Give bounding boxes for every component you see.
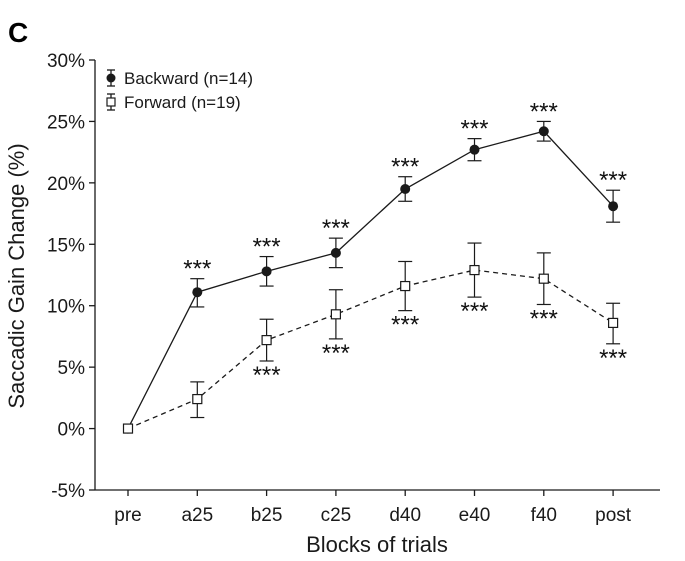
significance-label-backward: *** <box>599 167 627 194</box>
x-axis-title: Blocks of trials <box>306 532 448 557</box>
legend-label-forward: Forward (n=19) <box>124 93 241 112</box>
point-backward <box>538 126 549 137</box>
legend-label-backward: Backward (n=14) <box>124 69 253 88</box>
significance-label-backward: *** <box>530 98 558 125</box>
x-tick-label: e40 <box>459 505 491 526</box>
plot-area: -5% 0% 5% 10% 15% 20% 25% 30% pre a25 b25 c25 d40 e40… <box>47 51 660 526</box>
point-forward <box>607 317 619 329</box>
x-tick-label: f40 <box>531 505 557 526</box>
significance-label-backward: *** <box>183 256 211 283</box>
y-tick-label: 30% <box>47 51 85 72</box>
legend-item-backward: Backward (n=14) <box>106 69 253 88</box>
significance-label-backward: *** <box>253 234 281 261</box>
panel-label: C <box>8 17 28 48</box>
y-tick-label: -5% <box>51 481 85 502</box>
point-backward <box>192 287 203 298</box>
x-tick-label: post <box>595 505 632 526</box>
point-forward <box>469 264 480 276</box>
series-line-backward <box>127 130 614 429</box>
point-backward <box>469 144 480 155</box>
significance-label-forward: *** <box>322 340 350 367</box>
legend-marker-backward <box>106 73 116 83</box>
point-forward <box>192 393 203 405</box>
significance-label-backward: *** <box>322 215 350 242</box>
point-forward <box>122 423 134 434</box>
significance-label-forward: *** <box>530 305 558 332</box>
y-tick-label: 20% <box>47 174 85 195</box>
x-tick-label: a25 <box>181 505 213 526</box>
significance-label-forward: *** <box>253 362 281 389</box>
point-forward <box>400 280 411 292</box>
y-tick-label: 5% <box>58 358 86 379</box>
y-axis-title: Saccadic Gain Change (%) <box>4 143 29 408</box>
point-forward <box>538 273 549 284</box>
y-tick-label: 10% <box>47 297 85 318</box>
significance-label-forward: *** <box>391 312 419 339</box>
legend-marker-forward <box>106 97 116 107</box>
y-tick-label: 15% <box>47 235 85 256</box>
point-backward <box>330 247 341 258</box>
legend: Backward (n=14) Forward (n=19) <box>106 69 253 112</box>
point-backward <box>261 266 272 277</box>
y-tick-label: 0% <box>58 420 86 441</box>
x-tick-label: d40 <box>389 505 421 526</box>
point-backward <box>400 184 411 194</box>
legend-item-forward: Forward (n=19) <box>106 93 241 112</box>
x-tick-label: b25 <box>251 505 283 526</box>
y-tick-label: 25% <box>47 112 85 133</box>
point-backward <box>608 201 619 212</box>
point-forward <box>261 335 272 346</box>
series-line-forward <box>127 269 614 430</box>
significance-label-forward: *** <box>460 298 488 325</box>
point-forward <box>330 309 341 320</box>
significance-label-backward: *** <box>460 116 488 143</box>
x-tick-label: pre <box>114 505 141 526</box>
significance-label-backward: *** <box>391 154 419 181</box>
significance-label-forward: *** <box>599 345 627 372</box>
x-tick-label: c25 <box>321 505 352 526</box>
